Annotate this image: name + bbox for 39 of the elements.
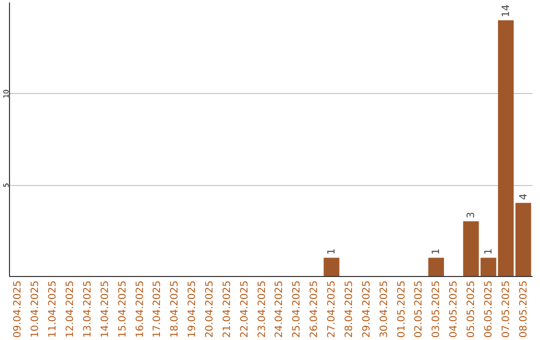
x-tick-label: 03.05.2025 (431, 280, 442, 338)
x-tick-label: 07.05.2025 (500, 280, 512, 338)
bar (428, 258, 444, 276)
bar (324, 258, 340, 276)
x-tick-label: 05.05.2025 (466, 280, 477, 338)
x-tick-label: 17.04.2025 (152, 280, 164, 338)
x-tick-label: 19.04.2025 (187, 280, 198, 338)
x-tick-label: 13.04.2025 (82, 280, 94, 338)
data-label: 1 (431, 248, 442, 255)
data-label: 1 (483, 248, 494, 255)
x-tick-label: 11.04.2025 (48, 280, 59, 338)
x-tick-label: 04.05.2025 (448, 280, 460, 338)
bar (515, 202, 532, 276)
x-tick-label: 25.04.2025 (292, 280, 303, 338)
x-tick-label: 29.04.2025 (361, 280, 372, 338)
x-tick-label: 15.04.2025 (117, 280, 128, 338)
x-tick-label: 09.04.2025 (12, 280, 24, 338)
x-tick-label: 14.04.2025 (100, 280, 111, 338)
data-label: 3 (466, 212, 477, 218)
x-tick-label: 22.04.2025 (239, 280, 250, 338)
data-label: 14 (500, 4, 512, 18)
x-tick-label: 08.05.2025 (518, 280, 530, 338)
x-tick-label: 20.04.2025 (204, 280, 216, 338)
x-tick-label: 01.05.2025 (396, 280, 408, 338)
x-tick-label: 23.04.2025 (256, 280, 268, 338)
x-tick-label: 30.04.2025 (378, 280, 390, 338)
x-tick-label: 06.05.2025 (483, 280, 494, 338)
x-tick-label: 12.04.2025 (65, 280, 76, 338)
x-tick-label: 16.04.2025 (134, 280, 146, 338)
data-label: 4 (518, 194, 530, 200)
x-tick-label: 02.05.2025 (414, 280, 425, 338)
data-label: 1 (326, 248, 338, 255)
x-tick-label: 18.04.2025 (170, 280, 181, 338)
x-tick-label: 28.04.2025 (344, 280, 355, 338)
x-tick-label: 24.04.2025 (274, 280, 286, 338)
x-tick-label: 10.04.2025 (30, 280, 42, 338)
x-tick-label: 26.04.2025 (309, 280, 320, 338)
x-tick-label: 27.04.2025 (326, 280, 338, 338)
x-tick-label: 21.04.2025 (222, 280, 233, 338)
